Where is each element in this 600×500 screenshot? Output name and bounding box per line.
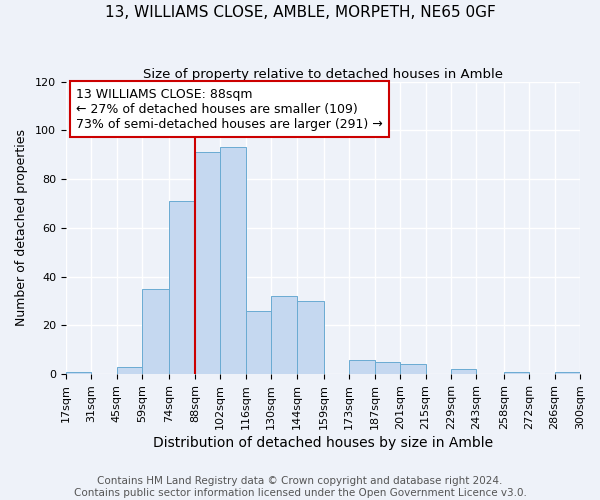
Text: Contains HM Land Registry data © Crown copyright and database right 2024.
Contai: Contains HM Land Registry data © Crown c…	[74, 476, 526, 498]
Bar	[554, 372, 580, 374]
Bar	[271, 296, 296, 374]
Bar	[349, 360, 374, 374]
Bar	[142, 289, 169, 374]
Bar	[116, 367, 142, 374]
Title: Size of property relative to detached houses in Amble: Size of property relative to detached ho…	[143, 68, 503, 80]
Bar	[400, 364, 425, 374]
Bar	[245, 311, 271, 374]
Bar	[169, 201, 195, 374]
Bar	[374, 362, 400, 374]
Bar	[451, 370, 476, 374]
Text: 13, WILLIAMS CLOSE, AMBLE, MORPETH, NE65 0GF: 13, WILLIAMS CLOSE, AMBLE, MORPETH, NE65…	[104, 5, 496, 20]
Y-axis label: Number of detached properties: Number of detached properties	[15, 130, 28, 326]
X-axis label: Distribution of detached houses by size in Amble: Distribution of detached houses by size …	[153, 436, 493, 450]
Bar	[296, 301, 324, 374]
Bar	[220, 148, 245, 374]
Bar	[503, 372, 529, 374]
Bar	[66, 372, 91, 374]
Text: 13 WILLIAMS CLOSE: 88sqm
← 27% of detached houses are smaller (109)
73% of semi-: 13 WILLIAMS CLOSE: 88sqm ← 27% of detach…	[76, 88, 383, 130]
Bar	[195, 152, 220, 374]
